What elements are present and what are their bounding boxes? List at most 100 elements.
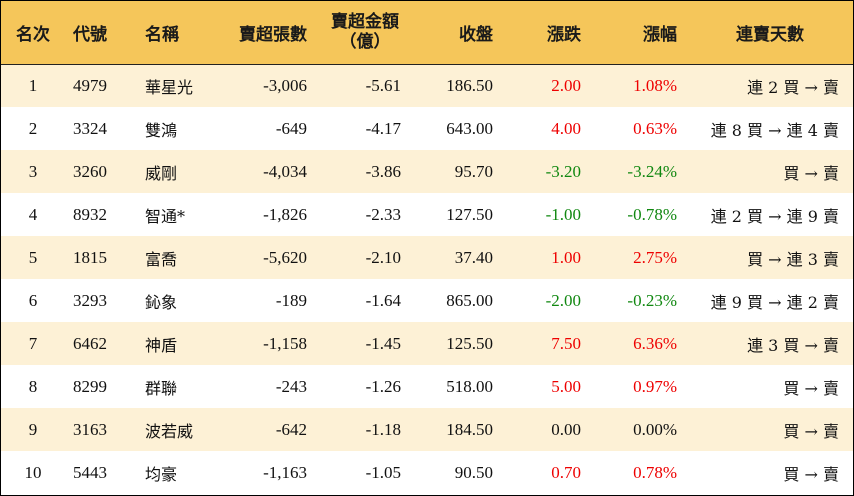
- cell-change: -3.20: [545, 161, 581, 181]
- cell-change: 4.00: [551, 118, 581, 138]
- cell-change-pct: -3.24%: [627, 161, 677, 181]
- table-row: 2 3324 雙鴻 -649 -4.17 643.00 4.00 0.63% 連 8 買 → 連…: [1, 107, 853, 150]
- cell-streak: 買 → 賣: [783, 421, 839, 441]
- cell-streak: 連 2 買 → 連 9 賣: [710, 206, 839, 226]
- cell-code: 3293: [73, 290, 107, 310]
- table-body: 1 4979 華星光 -3,006 -5.61 186.50 2.00 1.08% 連 2 買 …: [1, 64, 853, 494]
- cell-change-pct: -0.23%: [627, 290, 677, 310]
- cell-change-pct: 0.97%: [633, 376, 677, 396]
- cell-name: 均豪: [145, 464, 178, 484]
- cell-net-sell-amount: -1.18: [365, 419, 401, 439]
- cell-net-sell-sheets: -642: [275, 419, 307, 439]
- cell-close: 186.50: [446, 75, 493, 95]
- cell-net-sell-amount: -1.05: [365, 462, 401, 482]
- cell-close: 95.70: [454, 161, 493, 181]
- cell-net-sell-amount: -3.86: [365, 161, 401, 181]
- table-row: 1 4979 華星光 -3,006 -5.61 186.50 2.00 1.08% 連 2 買 …: [1, 64, 853, 107]
- cell-rank: 5: [28, 247, 38, 267]
- header-streak: 連賣天數: [687, 1, 853, 65]
- cell-streak: 買 → 賣: [783, 464, 839, 484]
- table-row: 9 3163 波若威 -642 -1.18 184.50 0.00 0.00% 買 → 賣: [1, 408, 853, 451]
- cell-name: 神盾: [145, 335, 178, 355]
- cell-code: 5443: [73, 462, 107, 482]
- cell-net-sell-sheets: -649: [275, 118, 307, 138]
- cell-close: 37.40: [454, 247, 493, 267]
- header-close: 收盤: [413, 1, 505, 65]
- cell-name: 富喬: [145, 249, 178, 269]
- cell-rank: 4: [28, 204, 38, 224]
- cell-code: 3324: [73, 118, 107, 138]
- cell-rank: 8: [28, 376, 38, 396]
- cell-name: 智通*: [145, 206, 186, 226]
- cell-code: 1815: [73, 247, 107, 267]
- cell-name: 威剛: [145, 163, 178, 183]
- header-net-sell-amount: 賣超金額 （億）: [317, 1, 413, 65]
- cell-rank: 10: [24, 462, 42, 482]
- cell-net-sell-amount: -2.33: [365, 204, 401, 224]
- cell-streak: 連 9 買 → 連 2 賣: [710, 292, 839, 312]
- cell-rank: 3: [28, 161, 38, 181]
- cell-code: 6462: [73, 333, 107, 353]
- cell-streak: 買 → 賣: [783, 378, 839, 398]
- table-row: 7 6462 神盾 -1,158 -1.45 125.50 7.50 6.36% 連 3 買 →…: [1, 322, 853, 365]
- header-change: 漲跌: [505, 1, 595, 65]
- cell-streak: 買 → 連 3 賣: [747, 249, 839, 269]
- cell-change-pct: 0.63%: [633, 118, 677, 138]
- header-name: 名稱: [131, 1, 213, 65]
- cell-net-sell-sheets: -3,006: [263, 75, 307, 95]
- header-net-sell-amount-line1: 賣超金額: [331, 12, 399, 33]
- cell-net-sell-amount: -1.64: [365, 290, 401, 310]
- cell-close: 518.00: [446, 376, 493, 396]
- cell-name: 波若威: [145, 421, 194, 441]
- cell-close: 643.00: [446, 118, 493, 138]
- table-row: 8 8299 群聯 -243 -1.26 518.00 5.00 0.97% 買 → 賣: [1, 365, 853, 408]
- table-row: 4 8932 智通* -1,826 -2.33 127.50 -1.00 -0.78% 連 2 …: [1, 193, 853, 236]
- cell-net-sell-sheets: -243: [275, 376, 307, 396]
- table-row: 3 3260 威剛 -4,034 -3.86 95.70 -3.20 -3.24% 買 → 賣: [1, 150, 853, 193]
- cell-rank: 1: [28, 75, 38, 95]
- cell-rank: 6: [28, 290, 38, 310]
- cell-close: 865.00: [446, 290, 493, 310]
- cell-code: 8932: [73, 204, 107, 224]
- cell-change-pct: -0.78%: [627, 204, 677, 224]
- cell-change: -1.00: [545, 204, 581, 224]
- header-change-pct: 漲幅: [595, 1, 687, 65]
- cell-net-sell-amount: -1.45: [365, 333, 401, 353]
- cell-net-sell-sheets: -5,620: [263, 247, 307, 267]
- cell-code: 4979: [73, 75, 107, 95]
- cell-code: 3260: [73, 161, 107, 181]
- cell-change: 7.50: [551, 333, 581, 353]
- cell-change: -2.00: [545, 290, 581, 310]
- cell-change: 2.00: [551, 75, 581, 95]
- cell-name: 雙鴻: [145, 120, 178, 140]
- cell-change: 0.00: [551, 419, 581, 439]
- cell-rank: 2: [28, 118, 38, 138]
- cell-code: 3163: [73, 419, 107, 439]
- cell-change-pct: 0.78%: [633, 462, 677, 482]
- cell-streak: 連 3 買 → 賣: [747, 335, 839, 355]
- cell-change: 0.70: [551, 462, 581, 482]
- table-row: 5 1815 富喬 -5,620 -2.10 37.40 1.00 2.75% 買 → 連 3 …: [1, 236, 853, 279]
- cell-code: 8299: [73, 376, 107, 396]
- cell-net-sell-amount: -1.26: [365, 376, 401, 396]
- cell-change-pct: 0.00%: [633, 419, 677, 439]
- table-row: 10 5443 均豪 -1,163 -1.05 90.50 0.70 0.78% 買 → 賣: [1, 451, 853, 494]
- cell-rank: 9: [28, 419, 38, 439]
- cell-net-sell-sheets: -1,158: [263, 333, 307, 353]
- header-rank: 名次: [1, 1, 65, 65]
- cell-net-sell-sheets: -1,163: [263, 462, 307, 482]
- cell-change-pct: 1.08%: [633, 75, 677, 95]
- cell-streak: 連 8 買 → 連 4 賣: [710, 120, 839, 140]
- cell-close: 127.50: [446, 204, 493, 224]
- cell-change-pct: 2.75%: [633, 247, 677, 267]
- cell-net-sell-amount: -2.10: [365, 247, 401, 267]
- cell-net-sell-amount: -4.17: [365, 118, 401, 138]
- header-net-sell-sheets: 賣超張數: [213, 1, 317, 65]
- header-code: 代號: [65, 1, 131, 65]
- cell-change: 5.00: [551, 376, 581, 396]
- cell-rank: 7: [28, 333, 38, 353]
- table-header: 名次 代號 名稱 賣超張數 賣超金額 （億） 收盤 漲跌 漲幅 連賣天數: [1, 1, 853, 65]
- cell-streak: 連 2 買 → 賣: [747, 77, 839, 97]
